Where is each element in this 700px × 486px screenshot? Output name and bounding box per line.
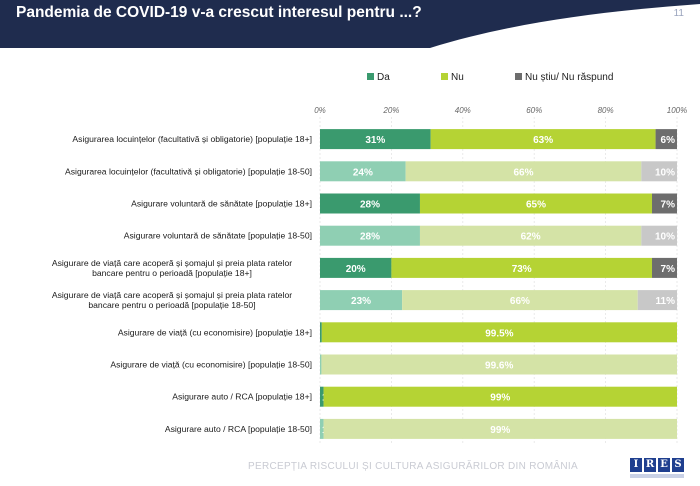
logo-letter-e: E xyxy=(658,458,670,472)
category-label-4-line-0: Asigurare de viață care acoperă și șomaj… xyxy=(52,258,292,268)
x-tick-label-1: 20% xyxy=(382,106,399,115)
bar-1-series-2 xyxy=(641,161,677,182)
data-label-3-series-0: 28% xyxy=(360,232,380,243)
category-label-1: Asigurarea locuințelor (facultativă și o… xyxy=(65,166,312,176)
data-label-6-series-1: 99.5% xyxy=(485,328,513,339)
data-label-4-series-1: 73% xyxy=(512,264,532,275)
data-label-5-series-1: 66% xyxy=(510,296,530,307)
data-label-9-series-1: 99% xyxy=(490,425,510,436)
header-bar: Pandemia de COVID-19 v-a crescut interes… xyxy=(0,0,700,48)
bar-2-series-1 xyxy=(419,193,653,214)
bar-0-series-0 xyxy=(320,129,431,150)
category-label-7: Asigurare de viață (cu economisire) [pop… xyxy=(110,360,312,370)
logo-subtitle-strip xyxy=(630,474,684,478)
category-label-4: Asigurare de viață care acoperă și șomaj… xyxy=(52,258,292,278)
data-label-1-series-2: 10% xyxy=(655,167,675,178)
bar-9-series-1 xyxy=(323,418,677,439)
data-label-1-series-1: 66% xyxy=(513,167,533,178)
data-label-0-series-0: 31% xyxy=(365,135,385,146)
bar-6-series-0 xyxy=(320,322,322,343)
bar-0-series-1 xyxy=(430,129,656,150)
category-label-6: Asigurare de viață (cu economisire) [pop… xyxy=(118,327,312,337)
category-label-2: Asigurare voluntară de sănătate [populaț… xyxy=(131,199,312,209)
category-label-5-line-0: Asigurare de viață care acoperă și șomaj… xyxy=(52,290,292,300)
legend-swatch-0 xyxy=(367,73,374,80)
logo-letter-i: I xyxy=(630,458,642,472)
category-label-4-line-1: bancare pentru o perioadă [populație 18+… xyxy=(92,268,252,278)
bar-1-series-1 xyxy=(405,161,642,182)
bar-9-series-0 xyxy=(320,418,324,439)
data-label-5-series-0: 23% xyxy=(351,296,371,307)
bar-7-series-1 xyxy=(321,354,677,375)
bar-3-series-1 xyxy=(419,225,642,246)
page-number: 11 xyxy=(673,8,684,19)
logo-letters: I R E S xyxy=(630,458,684,472)
bar-4-series-2 xyxy=(652,257,677,278)
data-label-3-series-2: 10% xyxy=(655,232,675,243)
bar-3-series-2 xyxy=(641,225,677,246)
data-label-5-series-2: 11% xyxy=(656,296,676,307)
data-label-0-series-1: 63% xyxy=(533,135,553,146)
data-label-0-series-2: 6% xyxy=(661,135,676,146)
x-tick-label-4: 80% xyxy=(598,106,614,115)
x-tick-label-3: 60% xyxy=(526,106,542,115)
legend-label-1: Nu xyxy=(451,72,464,83)
bar-6-series-1 xyxy=(321,322,677,343)
data-label-2-series-2: 7% xyxy=(661,200,676,211)
bar-2-series-0 xyxy=(320,193,420,214)
page-title: Pandemia de COVID-19 v-a crescut interes… xyxy=(16,4,422,21)
category-label-5: Asigurare de viață care acoperă și șomaj… xyxy=(52,290,292,310)
footer-text: PERCEPȚIA RISCULUI ȘI CULTURA ASIGURĂRIL… xyxy=(248,461,578,472)
bar-4-series-0 xyxy=(320,257,392,278)
category-label-5-line-1: bancare pentru o perioadă [populație 18-… xyxy=(88,300,255,310)
legend-label-0: Da xyxy=(377,72,390,83)
ires-logo: I R E S xyxy=(630,458,684,480)
bar-8-series-0 xyxy=(320,386,324,407)
logo-letter-s: S xyxy=(672,458,684,472)
data-label-8-series-1: 99% xyxy=(490,393,510,404)
x-tick-label-2: 40% xyxy=(455,106,471,115)
legend-swatch-1 xyxy=(441,73,448,80)
legend-label-2: Nu știu/ Nu răspund xyxy=(525,72,613,83)
legend-swatch-2 xyxy=(515,73,522,80)
bar-8-series-1 xyxy=(323,386,677,407)
data-label-3-series-1: 62% xyxy=(521,232,541,243)
category-label-3: Asigurare voluntară de sănătate [populaț… xyxy=(124,231,312,241)
logo-letter-r: R xyxy=(644,458,656,472)
data-label-4-series-2: 7% xyxy=(661,264,676,275)
bar-3-series-0 xyxy=(320,225,420,246)
header-decoration xyxy=(430,4,700,48)
bar-5-series-1 xyxy=(402,290,638,311)
bar-5-series-0 xyxy=(320,290,403,311)
category-label-0: Asigurarea locuințelor (facultativă și o… xyxy=(72,134,312,144)
x-tick-label-5: 100% xyxy=(667,106,687,115)
data-label-4-series-0: 20% xyxy=(346,264,366,275)
data-label-2-series-0: 28% xyxy=(360,200,380,211)
bar-4-series-1 xyxy=(391,257,653,278)
x-tick-label-0: 0% xyxy=(314,106,326,115)
data-label-1-series-0: 24% xyxy=(353,167,373,178)
bar-5-series-2 xyxy=(637,290,677,311)
bar-1-series-0 xyxy=(320,161,406,182)
data-label-7-series-1: 99.6% xyxy=(485,361,513,372)
data-label-2-series-1: 65% xyxy=(526,200,546,211)
bar-7-series-0 xyxy=(320,354,322,375)
category-label-9: Asigurare auto / RCA [populație 18-50] xyxy=(165,424,312,434)
category-label-8: Asigurare auto / RCA [populație 18+] xyxy=(172,392,312,402)
bar-0-series-2 xyxy=(655,129,677,150)
bar-2-series-2 xyxy=(652,193,677,214)
